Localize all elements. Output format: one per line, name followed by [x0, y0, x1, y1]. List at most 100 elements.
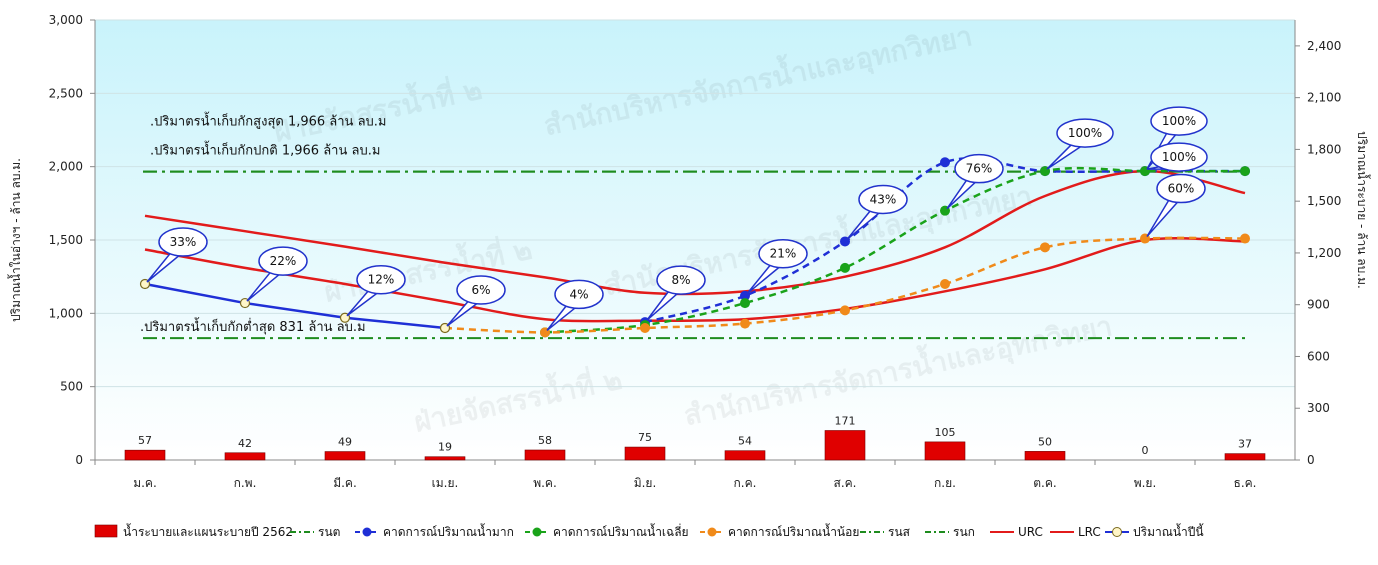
legend-label: คาดการณ์ปริมาณน้ำเฉลี่ย — [553, 523, 689, 539]
legend-item: รนส — [860, 525, 911, 539]
bar-series: 57 42 49 19 58 75 54 171 105 50 0 37 — [124, 414, 1266, 461]
legend-label: รนก — [953, 525, 975, 539]
bar — [624, 446, 666, 461]
legend-item: คาดการณ์ปริมาณน้ำมาก — [355, 523, 514, 539]
callout-bubble — [758, 238, 808, 269]
legend-item: น้ำระบายและแผนระบายปี 2562 — [94, 523, 293, 539]
bar — [124, 449, 166, 461]
callout-label: 60% — [1168, 182, 1195, 196]
bar — [824, 430, 866, 461]
x-tick-label: เม.ย. — [432, 476, 459, 490]
bar-value-label: 57 — [138, 434, 152, 447]
bar-value-label: 0 — [1142, 444, 1149, 457]
callout: 6% — [446, 275, 506, 327]
data-point — [940, 157, 950, 168]
bar-value-label: 58 — [538, 434, 552, 447]
series-line — [144, 282, 446, 330]
series-line — [144, 236, 1246, 323]
y2-tick-label: 1,500 — [1307, 194, 1341, 208]
bar-value-label: 54 — [738, 435, 752, 448]
bar — [224, 452, 266, 461]
callout: 4% — [546, 279, 604, 331]
legend-item: คาดการณ์ปริมาณน้ำเฉลี่ย — [525, 523, 689, 539]
series-urc — [144, 169, 1246, 296]
legend-label: รนต — [318, 525, 340, 539]
bar-value-label: 50 — [1038, 435, 1052, 448]
callout: 8% — [646, 265, 706, 321]
callout-bubble — [356, 264, 406, 295]
data-point — [740, 298, 750, 309]
data-point — [740, 318, 750, 329]
callout-label: 100% — [1068, 126, 1102, 140]
x-tick-label: พ.ย. — [1134, 476, 1157, 490]
bar — [324, 451, 366, 461]
legend-item: คาดการณ์ปริมาณน้ำน้อย — [700, 523, 859, 539]
x-tick-label: ธ.ค. — [1234, 476, 1257, 490]
x-tick-label: ส.ค. — [834, 476, 857, 490]
callout: 43% — [846, 184, 908, 241]
x-tick-label: ก.ค. — [734, 476, 757, 490]
callout-bubble — [1150, 142, 1208, 172]
legend-label: ปริมาณน้ำปีนี้ — [1133, 523, 1204, 539]
reference-lines: .ปริมาตรน้ำเก็บกักสูงสุด 1,966 ล้าน ลบ.ม… — [140, 112, 1247, 340]
line-series — [139, 157, 1250, 338]
callout: 22% — [246, 246, 308, 302]
callout: 33% — [146, 227, 208, 283]
legend: น้ำระบายและแผนระบายปี 2562 รนต คาดการณ์ปริ… — [94, 523, 1204, 539]
x-tick-label: ต.ค. — [1033, 476, 1056, 490]
callout: 76% — [946, 153, 1004, 210]
y-axis-right: 0 300 600 900 1,200 1,500 1,800 2,100 2,400 — [1294, 20, 1341, 467]
series-line — [544, 166, 1245, 334]
y-axis-title: ปริมาณน้ำในอ่างฯ - ล้าน ลบ.ม. — [7, 158, 23, 322]
callout-label: 33% — [170, 235, 197, 249]
legend-marker — [707, 527, 717, 537]
y2-axis-title: ปริมาณน้ำระบาย - ล้าน ลบ.ม. — [1355, 131, 1371, 289]
callout-label: 100% — [1162, 114, 1196, 128]
data-point — [940, 279, 950, 289]
series-lrc — [144, 236, 1246, 323]
y-axis-left: 0 500 1,000 1,500 2,000 2,500 3,000 — [49, 13, 96, 467]
x-tick-label: ม.ค. — [133, 476, 157, 490]
y-tick-label: 0 — [75, 453, 83, 467]
bar-value-label: 37 — [1238, 438, 1252, 451]
legend-label: คาดการณ์ปริมาณน้ำมาก — [383, 523, 514, 539]
y-tick-label: 2,000 — [49, 160, 83, 174]
x-tick-label: ก.ย. — [934, 476, 956, 490]
y2-tick-label: 2,400 — [1307, 39, 1341, 53]
legend-label: น้ำระบายและแผนระบายปี 2562 — [123, 523, 293, 539]
reference-line-label: .ปริมาตรน้ำเก็บกักต่ำสุด 831 ล้าน ลบ.ม — [140, 317, 366, 335]
bar-value-label: 49 — [338, 436, 352, 449]
callout: 21% — [746, 238, 808, 295]
callout-bubble — [1056, 118, 1114, 148]
legend-marker — [1112, 527, 1122, 537]
y2-tick-label: 2,100 — [1307, 91, 1341, 105]
y-tick-label: 1,000 — [49, 306, 83, 320]
bar — [924, 441, 966, 461]
legend-item: URC — [990, 525, 1043, 539]
legend-item: LRC — [1050, 525, 1101, 539]
y-tick-label: 1,500 — [49, 233, 83, 247]
y-tick-label: 3,000 — [49, 13, 83, 27]
callout-bubble — [258, 246, 308, 276]
callout-bubble — [858, 184, 908, 215]
bar-value-label: 19 — [438, 441, 452, 454]
y2-tick-label: 600 — [1307, 349, 1330, 363]
x-tick-label: พ.ค. — [533, 476, 557, 490]
callout-bubble — [1156, 173, 1206, 204]
callout: 12% — [346, 264, 406, 317]
callout: 100% — [1146, 142, 1208, 172]
callout-label: 22% — [270, 254, 297, 268]
bar — [1024, 451, 1066, 461]
y2-tick-label: 1,800 — [1307, 142, 1341, 156]
reference-line-label: .ปริมาตรน้ำเก็บกักปกติ 1,966 ล้าน ลบ.ม — [150, 141, 380, 159]
bar — [524, 449, 566, 461]
legend-label: LRC — [1078, 525, 1101, 539]
bar — [424, 456, 466, 461]
callout-bubble — [554, 279, 604, 310]
bar-value-label: 105 — [935, 426, 956, 439]
callouts: 33% 22% 12% 6% 4% 8% 21% 43% 76% 100% 100% 100% 60% — [146, 106, 1208, 331]
legend-swatch — [94, 524, 118, 538]
y2-tick-label: 0 — [1307, 453, 1315, 467]
callout-bubble — [656, 265, 706, 295]
